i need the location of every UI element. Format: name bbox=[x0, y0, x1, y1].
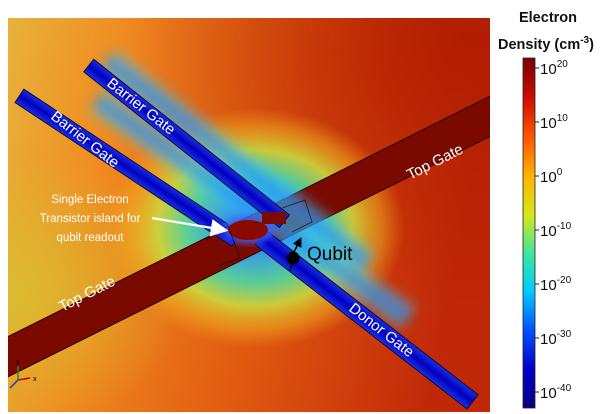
colorbar-tick-label: 10-30 bbox=[540, 329, 572, 348]
colorbar-tick-label: 10-40 bbox=[540, 383, 572, 402]
colorbar-tick-label: 10-10 bbox=[540, 221, 572, 240]
qubit-spin-icon bbox=[292, 237, 302, 255]
axis-x-label: x bbox=[33, 376, 37, 383]
axis-y-label: y bbox=[16, 359, 20, 366]
set-annotation-line1: Single Electron bbox=[51, 194, 128, 206]
colorbar-tick-label: 100 bbox=[540, 167, 563, 186]
colorbar-title-line1: Electron bbox=[519, 10, 577, 26]
qubit-marker bbox=[286, 237, 302, 271]
set-island bbox=[222, 212, 286, 244]
colorbar-ticks: 1020 1010 100 10-10 10-20 10-30 10-40 bbox=[535, 59, 572, 402]
qubit-label: Qubit bbox=[307, 244, 353, 265]
set-annotation-line3: qubit readout bbox=[56, 232, 124, 244]
set-annotation-line2: Transistor island for bbox=[40, 213, 141, 225]
density-map: Barrier Gate Barrier Gate Top Gate Top G… bbox=[4, 18, 490, 412]
set-annotation-arrow bbox=[151, 216, 229, 237]
colorbar-title-line2: Density (cm-3) bbox=[498, 35, 594, 53]
colorbar-scale bbox=[522, 57, 536, 409]
colorbar-tick-label: 1010 bbox=[540, 113, 568, 132]
colorbar-tick-label: 1020 bbox=[540, 59, 568, 78]
colorbar: Electron Density (cm-3) 1020 1010 100 10-10… bbox=[498, 10, 594, 409]
colorbar-tick-label: 10-20 bbox=[540, 275, 572, 294]
axes-triad-icon: x y z bbox=[4, 359, 37, 394]
axis-z-label: z bbox=[4, 387, 8, 394]
qubit-dot bbox=[286, 251, 300, 265]
